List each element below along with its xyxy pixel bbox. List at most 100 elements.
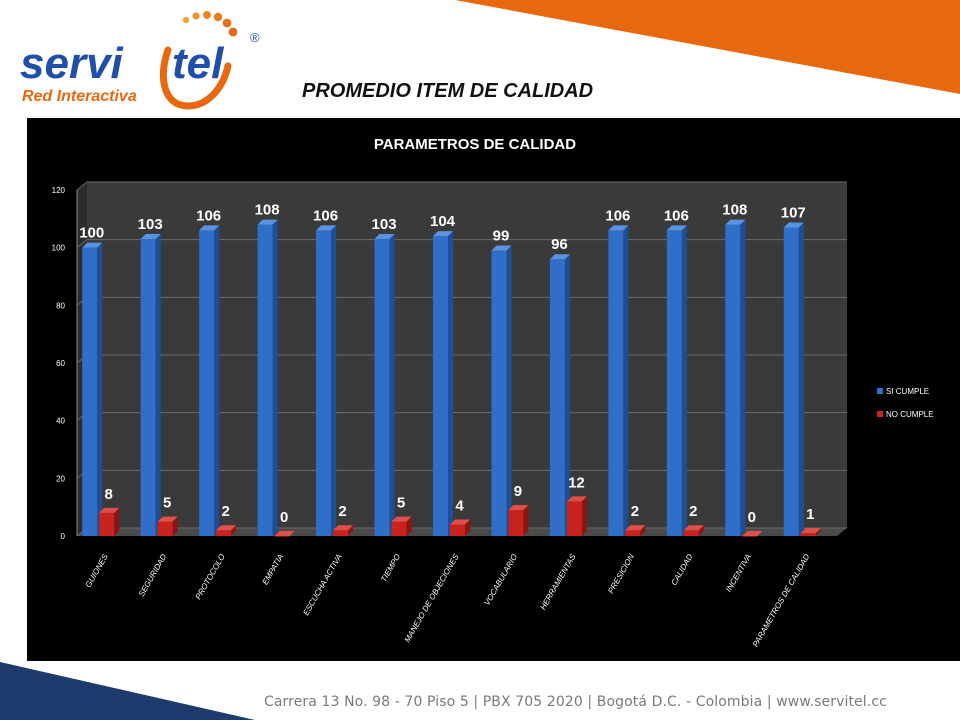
data-label-no-cumple: 2 [221,503,229,520]
bar-no-cumple-side [815,528,821,536]
legend-swatch [877,388,883,394]
bar-no-cumple-front [800,533,816,536]
bar-si-cumple [491,245,512,537]
bar-si-cumple-side [798,222,804,536]
bar-si-cumple-top [666,225,687,231]
bar-si-cumple-top [316,225,337,231]
data-label-no-cumple: 0 [748,509,756,526]
bar-no-cumple [157,516,178,536]
y-tick-label: 0 [61,532,66,541]
bar-no-cumple-top [800,528,821,534]
bar-si-cumple-top [783,222,804,228]
bar-si-cumple-front [433,236,448,536]
data-label-si-cumple: 106 [605,207,630,224]
bar-no-cumple-top [157,516,178,522]
bar-si-cumple [783,222,804,536]
bar-no-cumple [391,516,412,536]
legend-swatch [877,411,883,417]
bar-si-cumple-top [199,225,220,231]
bar-no-cumple-top [99,507,120,513]
bar-no-cumple-side [698,525,704,536]
bar-no-cumple-front [566,501,582,536]
bar-no-cumple-side [581,496,587,536]
bar-no-cumple-top [508,505,529,511]
bar-no-cumple [274,531,295,537]
bar-si-cumple [374,234,395,536]
bar-no-cumple [450,519,470,536]
bar-si-cumple-side [740,219,746,536]
bar-si-cumple-top [140,234,161,240]
x-tick-label: PROTOCOLO [194,553,227,602]
bar-no-cumple-front [216,530,232,536]
bar-no-cumple-side [231,525,237,536]
bar-si-cumple-front [549,259,565,536]
data-label-no-cumple: 2 [338,503,346,520]
bar-no-cumple-side [406,516,412,536]
data-label-no-cumple: 2 [689,503,697,520]
x-tick-label: PARAMETROS DE CALIDAD [751,552,812,648]
bar-no-cumple-side [465,519,470,536]
data-label-si-cumple: 96 [551,236,568,253]
data-label-no-cumple: 4 [455,497,464,514]
bar-si-cumple-top [491,245,512,251]
logo-wordmark-tel: tel [172,39,224,88]
logo-wordmark-servi: servi [20,39,124,88]
data-label-si-cumple: 103 [138,216,163,233]
bar-si-cumple-front [257,224,273,536]
y-tick-label: 20 [56,474,65,483]
servitel-logo: servi tel ® Red Interactiva [18,8,288,118]
bar-no-cumple [625,525,646,536]
x-tick-label: CALIDAD [669,552,694,587]
chart-panel: PARAMETROS DE CALIDAD 0 20 40 60 80 100 120 10… [27,118,960,661]
bar-si-cumple-top [374,234,395,240]
bar-no-cumple-front [508,510,524,536]
bar-si-cumple-side [623,225,629,536]
bar-si-cumple-side [331,225,337,536]
bar-no-cumple [683,525,704,536]
bar-si-cumple [608,225,629,536]
y-tick-label: 120 [52,186,66,195]
data-label-si-cumple: 106 [664,207,689,224]
bar-si-cumple-front [140,239,156,536]
bar-si-cumple [725,219,746,536]
bar-si-cumple-top [257,219,278,225]
bar-si-cumple-top [82,242,103,248]
orange-corner-decoration [455,0,960,94]
bar-no-cumple [216,525,237,536]
x-tick-label: TIEMPO [379,553,402,584]
y-tick-label: 80 [56,301,65,310]
bar-no-cumple-top [274,531,295,536]
data-label-si-cumple: 106 [313,207,338,224]
gridline [76,181,847,191]
bar-si-cumple-side [448,231,453,536]
footer-contact-info: Carrera 13 No. 98 - 70 Piso 5 | PBX 705 … [264,694,887,710]
legend-label: NO CUMPLE [886,410,934,419]
bar-no-cumple-top [333,525,354,531]
bar-no-cumple [566,496,587,536]
x-tick-label: GUIONES [84,552,111,589]
bar-no-cumple [99,507,120,536]
bar-si-cumple [82,242,103,536]
bar-no-cumple-front [157,521,173,536]
x-tick-label: ESCUCHA ACTIVA [301,553,343,617]
data-label-no-cumple: 5 [397,495,405,512]
x-tick-label: MANEJO DE OBJECIONES [403,552,461,644]
bar-no-cumple-front [333,530,349,536]
data-label-si-cumple: 106 [196,207,221,224]
bar-si-cumple-front [783,227,799,536]
bar-si-cumple-front [374,239,390,536]
bar-no-cumple-front [683,530,699,536]
x-tick-label: PRESICION [606,552,636,595]
bar-si-cumple [316,225,337,536]
data-label-no-cumple: 9 [514,483,522,500]
data-label-si-cumple: 108 [255,202,280,219]
data-label-si-cumple: 103 [372,216,397,233]
bar-si-cumple-side [97,242,103,536]
bar-no-cumple-front [625,530,641,536]
data-label-no-cumple: 0 [280,509,288,526]
bar-si-cumple [140,234,161,536]
bar-no-cumple-side [114,507,120,536]
bar-si-cumple-side [681,225,687,536]
bar-no-cumple-top [625,525,646,531]
bar-si-cumple-front [199,230,215,536]
